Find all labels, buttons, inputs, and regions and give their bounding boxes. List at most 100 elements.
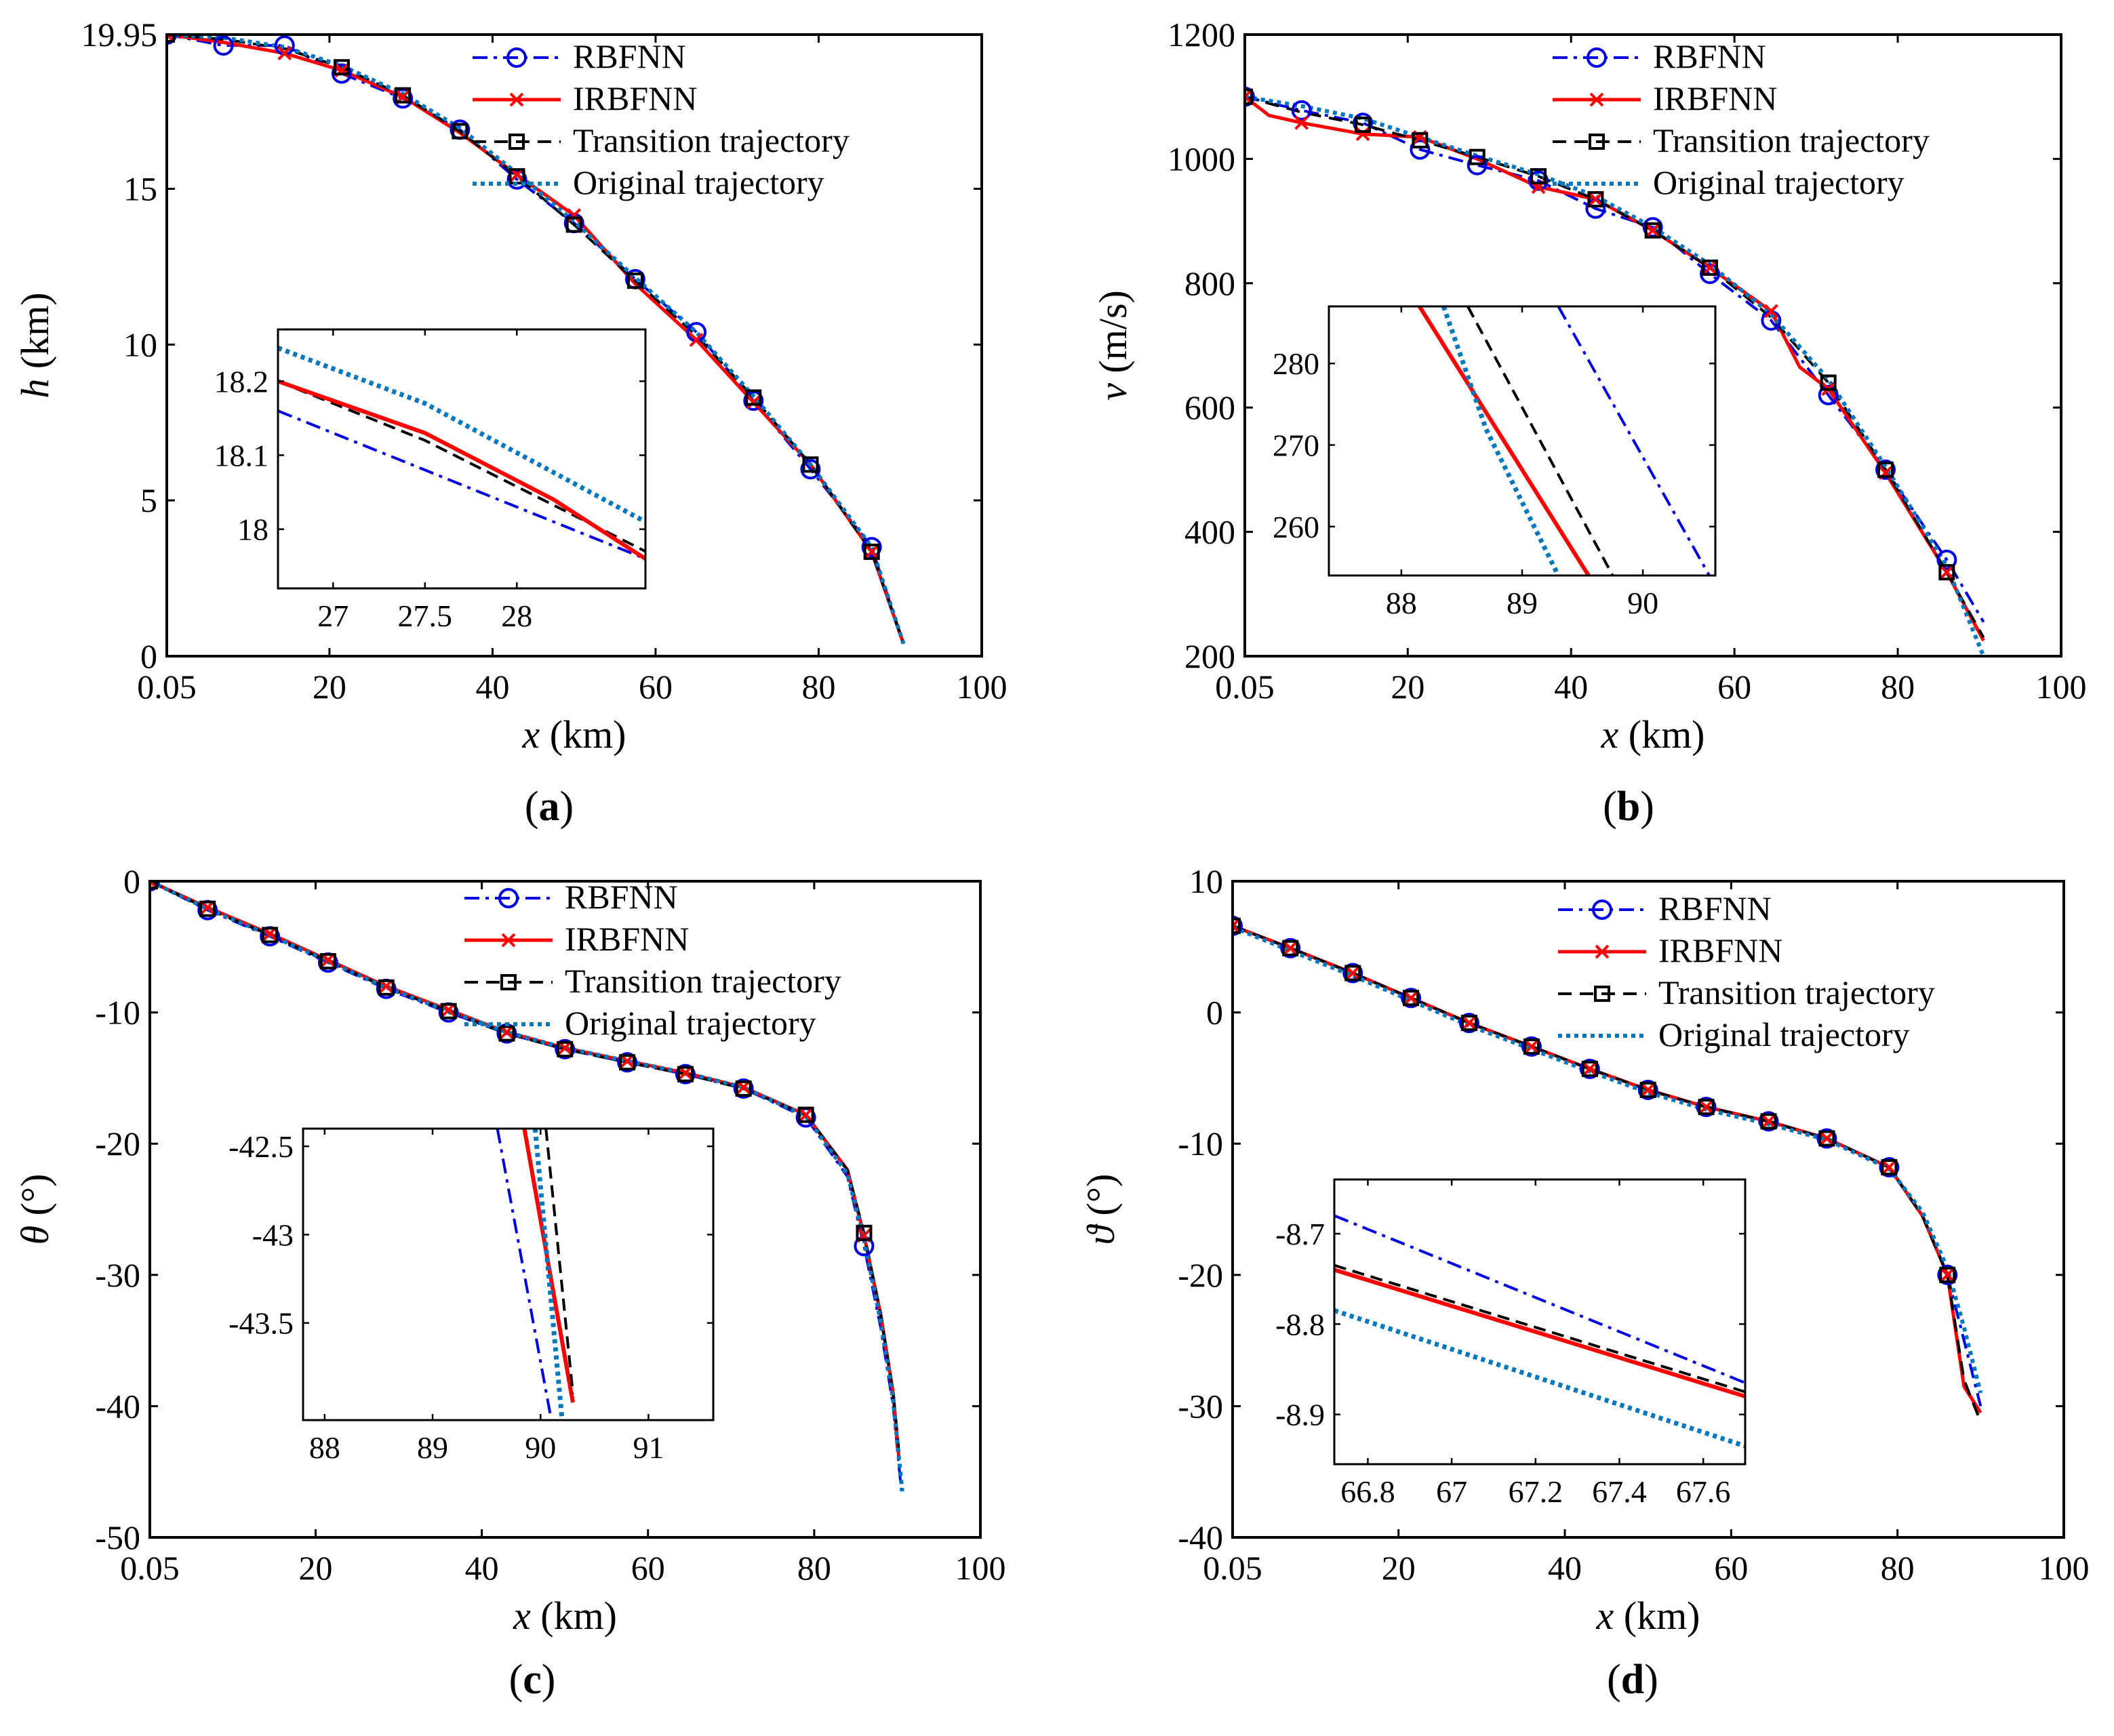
legend-marker-irbfnn — [1595, 944, 1610, 959]
data-point-transition — [1344, 965, 1361, 982]
data-point-irbfnn — [1283, 941, 1298, 956]
y-tick-label: -50 — [95, 1518, 140, 1556]
legend-marker-rbfnn — [1587, 47, 1607, 68]
inset-y-tick-label: -8.7 — [1275, 1217, 1325, 1251]
data-point-transition — [319, 953, 336, 970]
data-point-transition — [557, 1041, 574, 1057]
y-tick-label: 1200 — [1168, 16, 1235, 54]
chart-panel-b: 0.05 20 40 60 80 100 200 400 600 800 1000 1200 x (km… — [1091, 16, 2087, 830]
data-point-irbfnn — [678, 1066, 693, 1081]
y-tick-label: 19.95 — [81, 16, 158, 54]
data-point-rbfnn — [1410, 139, 1431, 160]
data-point-transition — [333, 59, 350, 76]
inset-line-transition — [278, 380, 645, 553]
legend-marker-transition — [1594, 986, 1610, 1002]
data-point-irbfnn — [864, 544, 879, 559]
data-point-irbfnn — [1355, 127, 1370, 142]
x-tick-label: 20 — [1391, 668, 1424, 706]
data-point-irbfnn — [1940, 1268, 1955, 1283]
data-point-transition — [1698, 1098, 1715, 1115]
data-point-transition — [1282, 940, 1299, 956]
data-point-irbfnn — [1403, 990, 1418, 1005]
inset-x-tick-label: 27.5 — [398, 599, 453, 633]
y-tick-label: 0 — [1206, 994, 1223, 1032]
y-tick-label: 15 — [123, 170, 157, 208]
inset-y-tick-label: -43.5 — [228, 1306, 294, 1341]
legend-marker-transition — [508, 134, 525, 150]
inset-zoom: 88 89 90 260 270 280 — [1273, 305, 1717, 620]
inset-box — [277, 328, 647, 590]
x-tick-label: 100 — [2036, 668, 2087, 706]
legend-marker-rbfnn — [1592, 900, 1612, 920]
data-point-irbfnn — [689, 333, 704, 347]
inset-y-tick-label: 260 — [1273, 510, 1319, 544]
inset-x-tick-label: 88 — [1386, 586, 1417, 620]
panel-label: (d) — [1607, 1657, 1658, 1703]
data-point-irbfnn — [1763, 304, 1778, 319]
series-group — [150, 881, 904, 1492]
panel-label: (c) — [509, 1657, 556, 1703]
x-tick-label: 100 — [2039, 1549, 2090, 1587]
data-point-transition — [1523, 1038, 1540, 1055]
legend-label-rbfnn: RBFNN — [1658, 889, 1772, 927]
y-tick-label: 0 — [123, 862, 140, 900]
inset-y-tick-label: -8.9 — [1275, 1398, 1325, 1432]
data-point-transition — [1938, 564, 1955, 581]
x-tick-label: 20 — [1382, 1549, 1416, 1587]
data-point-transition — [1639, 1081, 1656, 1098]
data-point-transition — [1881, 1159, 1898, 1176]
y-tick-label: 5 — [140, 481, 157, 519]
panel-label: (a) — [525, 784, 574, 830]
data-point-irbfnn — [167, 35, 174, 42]
legend-label-irbfnn: IRBFNN — [565, 920, 689, 958]
inset-zoom: 66.8 67 67.2 67.4 67.6 -8.9 -8.8 -8.7 — [1275, 1178, 1747, 1509]
data-point-transition — [1460, 1015, 1477, 1032]
data-point-transition — [802, 456, 819, 473]
data-point-irbfnn — [277, 46, 292, 60]
legend-label-original: Original trajectory — [1653, 163, 1904, 201]
data-point-rbfnn — [1233, 915, 1243, 936]
data-point-transition — [1355, 116, 1372, 133]
data-point-transition — [498, 1025, 515, 1042]
chart-panel-c: 0.05 20 40 60 80 100 -50 -40 -30 -20 -10 0 x (km) θ (… — [13, 862, 1006, 1703]
inset-box — [302, 1127, 715, 1421]
y-tick-label: -10 — [95, 994, 140, 1032]
data-point-irbfnn — [441, 1003, 456, 1017]
data-point-transition — [745, 389, 762, 406]
axes-box — [1231, 880, 2065, 1539]
series-line-rbfnn — [167, 35, 905, 645]
legend: RBFNN IRBFNN Transition trajectory Original… — [473, 37, 850, 201]
legend-label-irbfnn: IRBFNN — [1658, 931, 1782, 969]
y-tick-label: 0 — [140, 637, 157, 675]
inset-line-transition — [1334, 1264, 1745, 1394]
chart-panel-a: 0.05 20 40 60 80 100 0 5 10 15 19.95 x (km) h (km) RB… — [13, 16, 1008, 830]
inset-zoom: 27 27.5 28 18 18.1 18.2 — [214, 328, 647, 633]
data-point-transition — [1818, 1130, 1835, 1147]
data-point-rbfnn — [1818, 384, 1839, 405]
data-point-irbfnn — [1233, 919, 1240, 933]
inset-x-tick-label: 89 — [417, 1430, 448, 1465]
series-line-original — [1245, 94, 1986, 656]
data-point-transition — [1233, 917, 1241, 934]
inset-x-tick-label: 90 — [1627, 586, 1658, 620]
legend-label-transition: Transition trajectory — [573, 121, 850, 159]
data-point-irbfnn — [1582, 1062, 1597, 1076]
data-point-transition — [797, 1106, 814, 1123]
legend-marker-irbfnn — [501, 933, 516, 948]
inset-x-tick-label: 67 — [1436, 1474, 1467, 1509]
series-line-transition — [1233, 924, 1982, 1423]
x-tick-label: 60 — [639, 668, 673, 706]
inset-line-transition — [1467, 306, 1614, 576]
panel-label: (b) — [1603, 784, 1654, 830]
x-tick-label: 40 — [475, 668, 509, 706]
legend-marker-irbfnn — [1589, 92, 1604, 107]
legend-label-rbfnn: RBFNN — [1653, 37, 1766, 75]
y-tick-label: 400 — [1184, 513, 1235, 551]
data-point-transition — [626, 272, 643, 289]
legend-label-transition: Transition trajectory — [565, 962, 841, 1000]
y-axis-label: h (km) — [13, 292, 57, 398]
inset-line-transition — [544, 1129, 574, 1394]
data-point-transition — [440, 1003, 457, 1020]
x-tick-label: 0.05 — [120, 1549, 180, 1587]
